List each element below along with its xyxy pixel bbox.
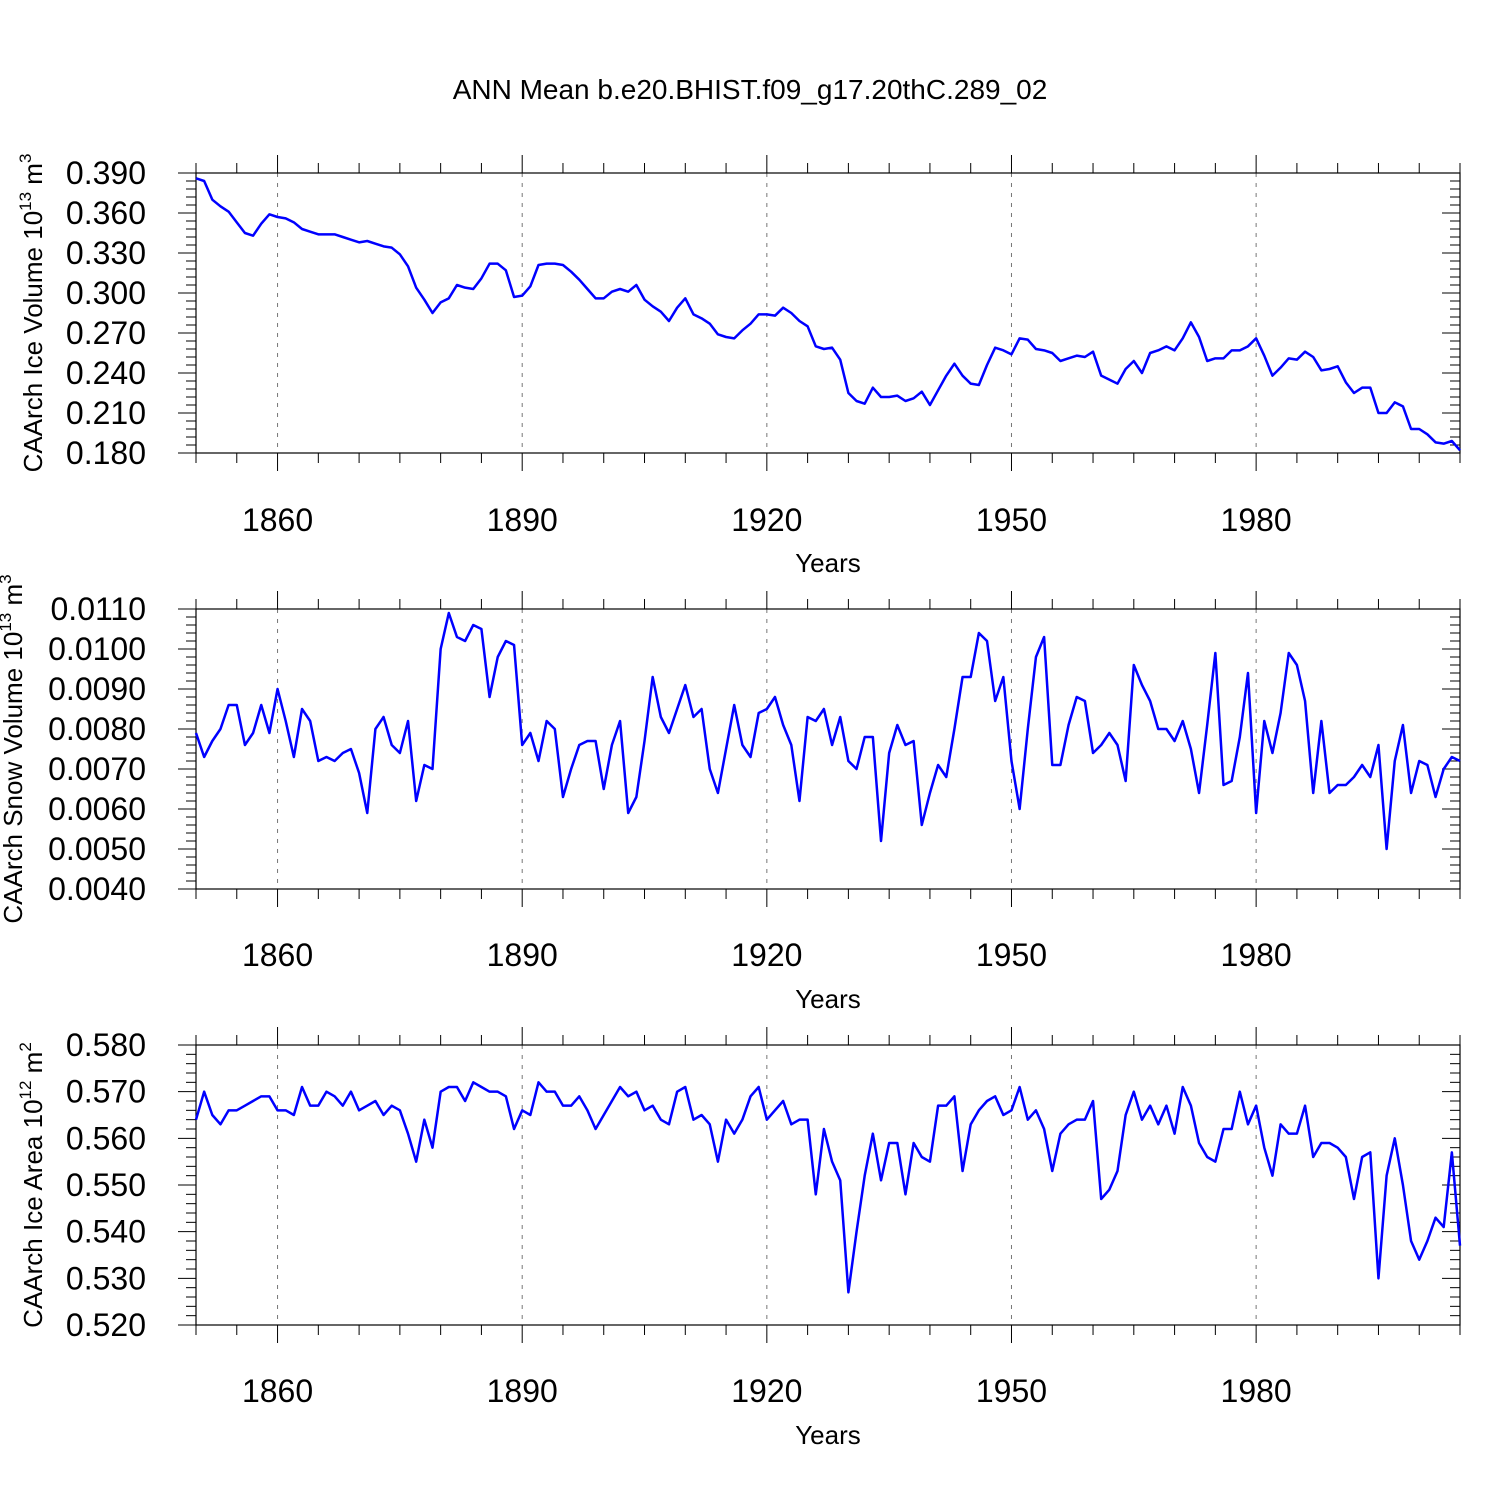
y-axis-title: CAArch Ice Volume 1013 m3 [16, 154, 48, 473]
y-tick-label: 0.0040 [48, 871, 146, 907]
series-line [194, 1081, 1462, 1294]
y-tick-label: 0.210 [66, 395, 146, 431]
x-axis-title: Years [795, 984, 861, 1014]
y-tick-label: 0.330 [66, 235, 146, 271]
chart-title: ANN Mean b.e20.BHIST.f09_g17.20thC.289_0… [453, 74, 1048, 105]
y-tick-label: 0.530 [66, 1260, 146, 1296]
series-line [195, 177, 1461, 452]
y-axis-title: CAArch Ice Area 1012 m2 [16, 1042, 48, 1328]
x-tick-label: 1890 [487, 1373, 558, 1409]
x-tick-label: 1890 [487, 502, 558, 538]
chart-panel-1: 0.390 0.360 0.330 0.300 0.270 0.240 0.210 0.180… [16, 154, 1461, 578]
chart-panel-2: 0.0110 0.0100 0.0090 0.0080 0.0070 0.0060 0.00… [0, 574, 1461, 1014]
x-tick-label: 1950 [976, 1373, 1047, 1409]
y-tick-label: 0.540 [66, 1214, 146, 1250]
x-tick-label: 1860 [242, 1373, 313, 1409]
x-tick-label: 1950 [976, 502, 1047, 538]
x-tick-label: 1920 [731, 937, 802, 973]
y-tick-label: 0.360 [66, 195, 146, 231]
plot-frame [195, 608, 1461, 890]
y-tick-label: 0.580 [66, 1027, 146, 1063]
y-tick-label: 0.390 [66, 155, 146, 191]
y-tick-label: 0.0050 [48, 831, 146, 867]
y-tick-label: 0.0060 [48, 791, 146, 827]
plot-frame [195, 1044, 1461, 1326]
x-tick-label: 1980 [1221, 1373, 1292, 1409]
x-tick-label: 1980 [1221, 937, 1292, 973]
y-tick-label: 0.300 [66, 275, 146, 311]
chart-panel-3: 0.580 0.570 0.560 0.550 0.540 0.530 0.520 1860 1… [16, 1027, 1462, 1450]
y-axis-title: CAArch Snow Volume 1013 m3 [0, 574, 28, 923]
chart-panels: 0.390 0.360 0.330 0.300 0.270 0.240 0.210 0.180… [0, 154, 1462, 1450]
x-tick-label: 1950 [976, 937, 1047, 973]
y-tick-label: 0.550 [66, 1167, 146, 1203]
y-tick-label: 0.240 [66, 355, 146, 391]
y-tick-label: 0.0100 [48, 631, 146, 667]
y-tick-label: 0.0070 [48, 751, 146, 787]
y-tick-label: 0.570 [66, 1074, 146, 1110]
x-tick-label: 1860 [242, 502, 313, 538]
x-tick-label: 1980 [1221, 502, 1292, 538]
series-line [194, 611, 1461, 851]
x-tick-label: 1890 [487, 937, 558, 973]
x-tick-label: 1920 [731, 502, 802, 538]
x-tick-label: 1860 [242, 937, 313, 973]
x-axis-title: Years [795, 548, 861, 578]
y-tick-label: 0.0090 [48, 671, 146, 707]
plot-frame [195, 172, 1461, 454]
y-tick-label: 0.180 [66, 435, 146, 471]
y-tick-label: 0.0110 [51, 591, 147, 627]
y-tick-label: 0.520 [66, 1307, 146, 1343]
y-tick-label: 0.560 [66, 1120, 146, 1156]
y-tick-label: 0.270 [66, 315, 146, 351]
x-axis-title: Years [795, 1420, 861, 1450]
y-tick-label: 0.0080 [48, 711, 146, 747]
x-tick-label: 1920 [731, 1373, 802, 1409]
